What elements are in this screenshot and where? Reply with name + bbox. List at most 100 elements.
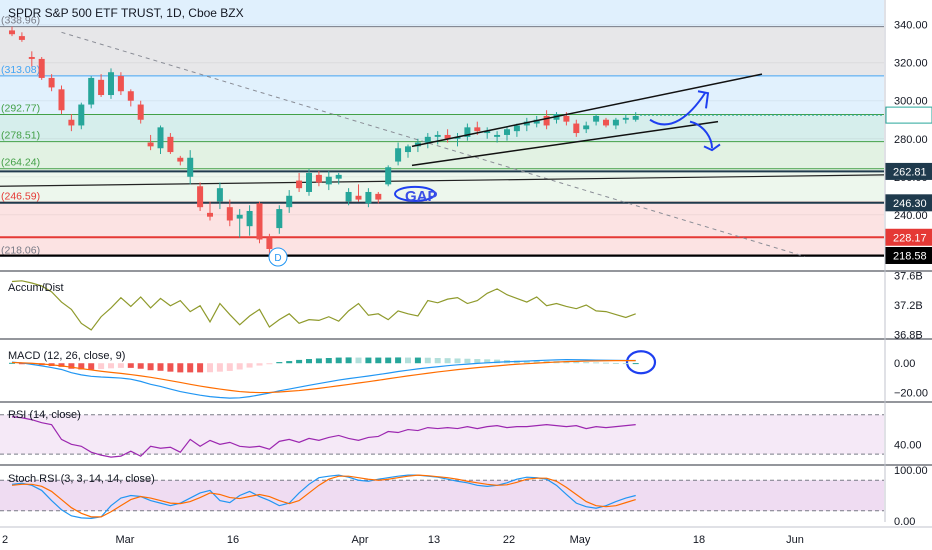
- time-tick: Mar: [116, 534, 135, 546]
- macd-histogram-bar: [405, 357, 411, 364]
- candle: [444, 129, 451, 143]
- time-axis[interactable]: 2 Mar 16 Apr 13 22 May 18 Jun: [0, 526, 932, 546]
- candle: [68, 114, 75, 132]
- channel-lower-line: [411, 120, 719, 167]
- candle: [266, 233, 273, 257]
- fib-label: (246.59): [1, 190, 40, 202]
- candle-body: [583, 125, 590, 130]
- macd-histogram-bar: [117, 363, 124, 368]
- candle: [157, 125, 164, 154]
- candle-body: [117, 76, 124, 92]
- price-tag: [885, 246, 932, 264]
- candle-body: [563, 115, 570, 122]
- macd-tick: 0.00: [894, 358, 915, 370]
- candle: [385, 165, 392, 187]
- price-tick: 340.00: [894, 20, 928, 32]
- support-trendline: [0, 174, 885, 187]
- gap-label: GAP: [405, 188, 438, 205]
- price-axis[interactable]: 340.00320.00300.00280.00260.00240.00292.…: [885, 20, 932, 528]
- time-tick: 16: [227, 534, 239, 546]
- stoch-d-line: [11, 474, 636, 518]
- macd-histogram-bar: [276, 362, 283, 364]
- macd-title: MACD (12, 26, close, 9): [8, 350, 125, 362]
- candle: [424, 133, 431, 149]
- fib-label: (218.06): [1, 244, 40, 256]
- stoch-k-line: [11, 474, 636, 519]
- candle: [375, 191, 382, 204]
- fib-label: (292.77): [1, 102, 40, 114]
- dividend-marker: [268, 247, 288, 267]
- macd-histogram-bar: [177, 363, 184, 373]
- candle-body: [108, 72, 114, 96]
- candle-body: [474, 127, 481, 132]
- accum-dist-tick: 36.8B: [894, 329, 923, 341]
- trend-lines: [0, 31, 885, 258]
- candle: [365, 188, 372, 208]
- macd-histogram-bar: [127, 363, 134, 368]
- stoch-rsi-title: Stoch RSI (3, 3, 14, 14, close): [8, 473, 155, 485]
- macd-histogram-bar: [355, 357, 362, 364]
- candle: [167, 133, 174, 154]
- candle: [395, 142, 402, 166]
- up-arrow-drawing: [649, 90, 710, 126]
- accum-dist-line: [11, 280, 636, 331]
- candle-body: [593, 115, 600, 122]
- candle-body: [18, 36, 25, 40]
- candle-body: [375, 193, 382, 200]
- price-tick: 240.00: [894, 210, 928, 222]
- time-tick: Jun: [786, 534, 804, 546]
- candle-body: [177, 157, 184, 162]
- candle: [276, 205, 283, 234]
- fib-zone-top: [0, 0, 884, 27]
- macd-histogram-bar: [573, 361, 580, 364]
- candle: [494, 131, 501, 143]
- candle-body: [612, 119, 619, 126]
- macd-histogram-bar: [246, 363, 253, 368]
- price-tag: [885, 162, 932, 180]
- candle-body: [147, 142, 154, 147]
- candle: [58, 85, 65, 115]
- candlesticks[interactable]: [9, 26, 639, 257]
- candle-body: [226, 207, 233, 221]
- macd-histogram-bar: [78, 363, 85, 370]
- candle: [603, 117, 609, 128]
- candle: [137, 100, 144, 124]
- candle-body: [395, 148, 402, 162]
- macd-histogram-bar: [454, 358, 461, 364]
- candle-body: [127, 91, 134, 101]
- fib-label: (264.24): [1, 157, 40, 169]
- time-tick: Apr: [351, 534, 368, 546]
- rsi-title: RSI (14, close): [8, 409, 81, 421]
- price-tag: [885, 228, 932, 246]
- macd-histogram-bar: [424, 357, 431, 364]
- macd-histogram-bar: [632, 363, 639, 365]
- candle-body: [504, 129, 510, 135]
- macd-histogram-bar: [266, 363, 273, 365]
- macd-histogram-bar: [236, 363, 243, 370]
- candle-body: [355, 195, 362, 200]
- macd-histogram-bar: [296, 359, 303, 364]
- price-tick: 280.00: [894, 134, 928, 146]
- macd-histogram-bar: [187, 363, 194, 373]
- macd-histogram-bar: [226, 363, 233, 371]
- candle-body: [533, 119, 540, 124]
- macd-histogram-bar: [157, 363, 164, 371]
- candle: [583, 121, 590, 134]
- candle: [108, 68, 114, 99]
- candle-body: [603, 119, 609, 126]
- candle-body: [405, 146, 411, 153]
- candle-body: [345, 191, 352, 202]
- macd-histogram-bar: [197, 363, 204, 373]
- candle-body: [167, 136, 174, 153]
- candle-body: [48, 77, 55, 88]
- candle: [405, 144, 411, 158]
- channel-upper-line: [411, 73, 763, 148]
- macd-circle-drawing: [625, 350, 657, 375]
- candle: [38, 57, 45, 80]
- macd-histogram-bar: [325, 358, 332, 364]
- candle-body: [78, 104, 85, 126]
- macd-histogram-bar: [335, 357, 342, 364]
- fib-zone: [0, 114, 884, 142]
